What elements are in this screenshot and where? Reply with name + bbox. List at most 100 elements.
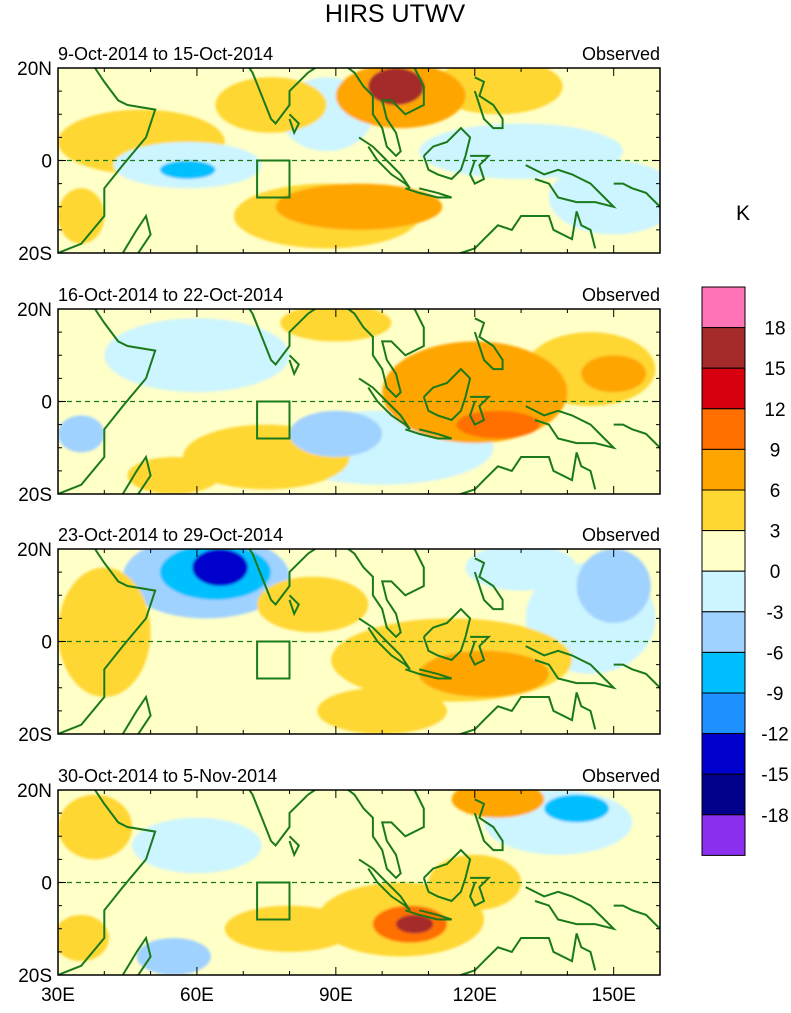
anomaly-contour xyxy=(456,410,540,439)
coastline xyxy=(288,354,301,377)
anomaly-contour xyxy=(58,567,151,697)
panel-observed-label: Observed xyxy=(582,525,660,545)
anomaly-contour xyxy=(396,914,434,934)
colorbar-label: -3 xyxy=(767,603,784,624)
colorbar-swatch xyxy=(701,814,746,856)
colorbar-label: 6 xyxy=(770,481,781,502)
coastline xyxy=(178,790,317,848)
anomaly-contour xyxy=(275,183,443,230)
colorbar-label: -15 xyxy=(761,765,788,786)
coastlines xyxy=(58,68,660,253)
anomaly-contour xyxy=(58,188,105,244)
coastline xyxy=(58,68,157,253)
coastlines xyxy=(58,790,660,975)
panel-1: 20N 0 20S 9-Oct-2014 to 15-Oct-2014 Observed xyxy=(17,44,661,265)
anomaly-field xyxy=(58,68,660,249)
colorbar-label: -6 xyxy=(767,643,784,664)
colorbar-swatch xyxy=(701,327,746,369)
coastline xyxy=(613,663,660,689)
colorbar-swatch xyxy=(701,692,746,735)
coastline xyxy=(58,549,157,734)
y-tick-label: 0 xyxy=(41,874,52,895)
y-tick-label: 0 xyxy=(41,633,52,654)
y-tick-label: 20N xyxy=(17,781,52,802)
anomaly-field xyxy=(58,549,656,734)
coastline xyxy=(288,594,301,617)
coastline xyxy=(404,428,452,440)
coastline xyxy=(178,309,317,367)
panels: 20N 0 20S 9-Oct-2014 to 15-Oct-2014 Observed… xyxy=(17,44,661,987)
panel-3: 20N 0 20S 23-Oct-2014 to 29-Oct-2014 Observe… xyxy=(17,525,661,746)
coastline xyxy=(121,213,152,253)
coastline xyxy=(525,886,617,931)
panel-observed-label: Observed xyxy=(582,285,660,305)
anomaly-contour xyxy=(289,410,383,457)
coastline xyxy=(422,848,472,903)
coastline xyxy=(473,798,504,852)
anomaly-field xyxy=(58,309,656,494)
y-tick-label: 0 xyxy=(41,393,52,414)
colorbar: 18 15 12 9 6 3 0 -3 -6 -9 -12 -15 -18 xyxy=(701,286,789,856)
anomaly-contour xyxy=(280,309,392,342)
anomaly-contour xyxy=(58,794,133,860)
anomaly-contour xyxy=(159,160,216,179)
colorbar-label: 3 xyxy=(770,522,781,543)
coastline xyxy=(469,154,492,185)
y-tick-label: 20N xyxy=(17,540,52,561)
coastline xyxy=(121,694,152,734)
coastline xyxy=(178,549,317,607)
coastline xyxy=(346,309,425,399)
anomaly-contour xyxy=(192,549,248,586)
coastline xyxy=(525,405,617,450)
coastline xyxy=(178,68,317,126)
colorbar-swatch xyxy=(701,489,746,532)
colorbar-swatch xyxy=(701,570,746,613)
coastline xyxy=(121,935,152,975)
colorbar-label: 12 xyxy=(764,400,785,421)
coastlines xyxy=(58,549,660,734)
anomaly-contour xyxy=(127,457,221,494)
colorbar-swatch xyxy=(701,530,746,572)
study-box xyxy=(256,881,291,921)
colorbar-label: -18 xyxy=(761,806,788,827)
panel-observed-label: Observed xyxy=(582,44,660,64)
anomaly-contour xyxy=(544,794,610,823)
anomaly-contour xyxy=(433,68,563,115)
x-tick-label: 120E xyxy=(453,985,497,1006)
coastline xyxy=(358,858,411,911)
study-box xyxy=(256,640,291,680)
coastline xyxy=(473,317,504,371)
coastline xyxy=(58,790,157,975)
coastline xyxy=(525,645,617,690)
colorbar-swatch xyxy=(701,773,746,816)
coastline xyxy=(58,309,157,494)
coastline xyxy=(613,182,660,208)
coastline xyxy=(121,454,152,494)
anomaly-contour xyxy=(548,160,660,235)
colorbar-swatch xyxy=(701,651,746,694)
x-tick-label: 150E xyxy=(592,985,636,1006)
y-tick-label: 20N xyxy=(17,300,52,321)
panel-4: 20N 0 20S 30-Oct-2014 to 5-Nov-2014 Observed xyxy=(17,766,661,987)
coastline xyxy=(469,395,492,426)
colorbar-label: 15 xyxy=(764,359,785,380)
coastline xyxy=(288,835,301,858)
x-tick-label: 30E xyxy=(41,985,75,1006)
colorbar-swatch xyxy=(701,286,746,329)
colorbar-label: 9 xyxy=(770,440,781,461)
coastline xyxy=(525,164,617,209)
coastline xyxy=(346,549,425,639)
coastline xyxy=(404,187,452,199)
coastline xyxy=(457,452,597,494)
coastline xyxy=(469,876,492,907)
colorbar-label: -9 xyxy=(767,684,784,705)
anomaly-contour xyxy=(215,77,327,133)
panel-period-label: 16-Oct-2014 to 22-Oct-2014 xyxy=(58,285,283,305)
coastline xyxy=(404,668,452,680)
y-tick-label: 0 xyxy=(41,152,52,173)
anomaly-contour xyxy=(419,650,549,697)
chart-title: HIRS UTWV xyxy=(325,0,466,28)
coastline xyxy=(346,68,425,158)
coastline xyxy=(404,909,452,921)
